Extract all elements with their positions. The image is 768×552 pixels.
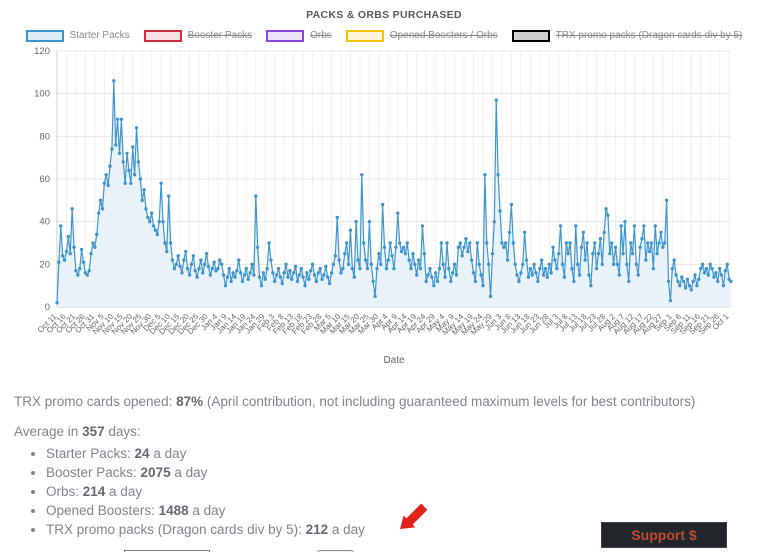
- average-list: Starter Packs: 24 a day Booster Packs: 20…: [46, 446, 768, 538]
- legend-label: Orbs: [310, 30, 332, 41]
- average-item: Opened Boosters: 1488 a day: [46, 503, 768, 519]
- chart-title: PACKS & ORBS PURCHASED: [306, 9, 462, 21]
- support-button-label: Support $: [631, 527, 697, 543]
- legend-swatch: [511, 29, 550, 42]
- support-button[interactable]: Support $: [601, 522, 727, 548]
- svg-text:80: 80: [39, 131, 50, 142]
- legend-item-booster-packs[interactable]: Booster Packs: [143, 29, 253, 42]
- trx-opened-note: TRX promo cards opened: 87% (April contr…: [14, 394, 768, 409]
- legend-swatch: [143, 29, 182, 42]
- legend-swatch: [345, 29, 384, 42]
- svg-text:20: 20: [39, 259, 50, 270]
- svg-text:0: 0: [45, 302, 50, 313]
- trx-note-value: 87%: [176, 394, 204, 409]
- trx-note-suffix: (April contribution, not including guara…: [203, 394, 696, 409]
- start-date-controls: Chart start date: (YYYY-MM-DD) OK (first…: [14, 549, 768, 552]
- avg-days: 357: [82, 424, 105, 439]
- svg-text:Date: Date: [383, 355, 405, 366]
- ok-button[interactable]: OK: [317, 549, 354, 552]
- start-date-input[interactable]: [124, 549, 211, 552]
- svg-text:60: 60: [39, 174, 50, 185]
- svg-text:120: 120: [34, 46, 50, 57]
- svg-text:100: 100: [34, 89, 50, 100]
- average-item: Booster Packs: 2075 a day: [46, 465, 768, 481]
- svg-text:40: 40: [39, 217, 50, 228]
- trx-note-prefix: TRX promo cards opened:: [14, 394, 177, 409]
- red-arrow-annotation: [400, 503, 428, 529]
- average-item: Starter Packs: 24 a day: [46, 446, 768, 462]
- avg-prefix: Average in: [14, 424, 83, 439]
- chart-legend: Starter Packs Booster Packs Orbs Opened Boo…: [0, 28, 768, 43]
- legend-label: TRX promo packs (Dragon cards div by 5): [555, 30, 743, 41]
- average-item: Orbs: 214 a day: [46, 484, 768, 500]
- legend-swatch: [266, 29, 305, 42]
- legend-item-orbs[interactable]: Orbs: [266, 29, 332, 42]
- average-item: TRX promo packs (Dragon cards div by 5):…: [46, 522, 768, 538]
- avg-suffix: days:: [104, 424, 141, 439]
- legend-label: Starter Packs: [69, 30, 130, 41]
- legend-item-trx-promo-packs-dragon-cards-div-by-5[interactable]: TRX promo packs (Dragon cards div by 5): [511, 29, 743, 42]
- legend-label: Opened Boosters / Orbs: [389, 30, 498, 41]
- legend-item-opened-boosters-orbs[interactable]: Opened Boosters / Orbs: [345, 29, 498, 42]
- purchases-line-chart[interactable]: 0 20 40 60 80 100 120 Oct 11 Oct 16 Oct 21 Oct 26 O…: [9, 45, 768, 374]
- average-heading: Average in 357 days:: [14, 424, 768, 439]
- legend-item-starter-packs[interactable]: Starter Packs: [25, 29, 130, 42]
- legend-swatch: [25, 29, 64, 42]
- legend-label: Booster Packs: [187, 30, 253, 41]
